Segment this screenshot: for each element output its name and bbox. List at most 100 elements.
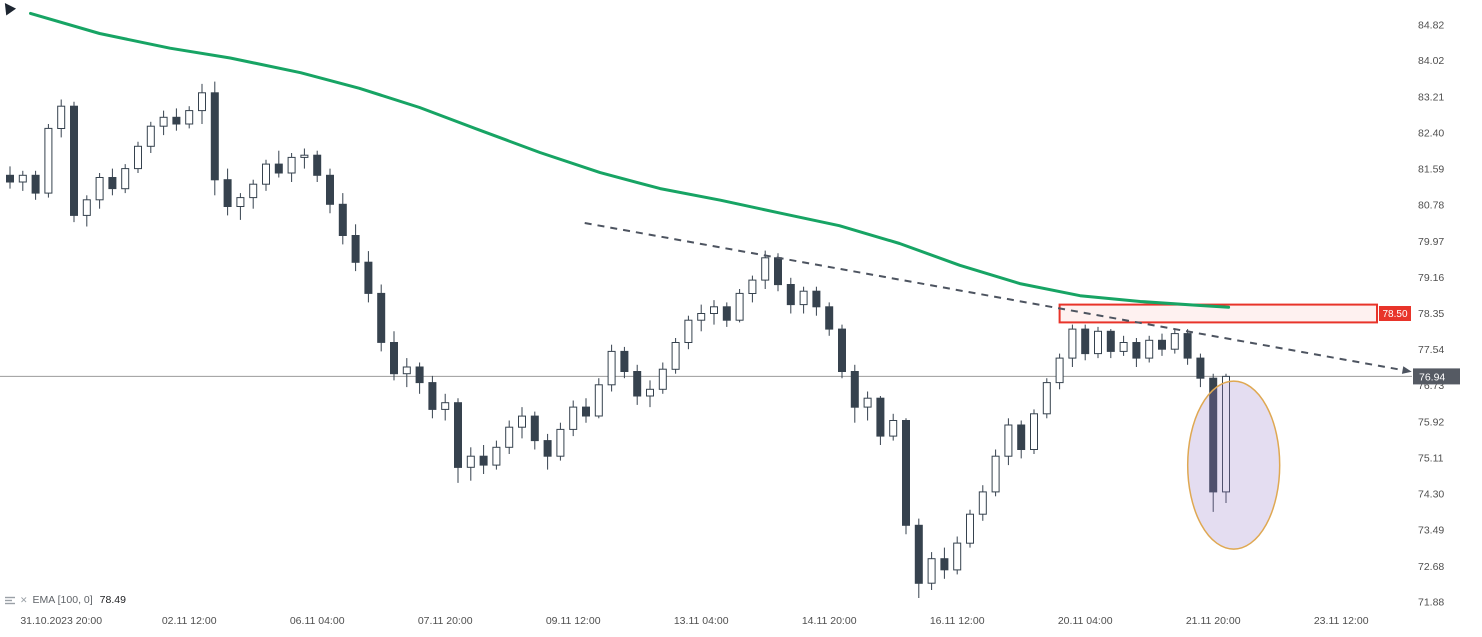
candle-body: [236, 197, 245, 208]
candle-body: [658, 368, 667, 390]
candle-body: [185, 110, 194, 125]
candle-body: [876, 397, 885, 437]
trendline[interactable]: [584, 222, 1408, 372]
candle-body: [454, 402, 462, 468]
candle-body: [1042, 382, 1051, 415]
candle-body: [338, 203, 347, 237]
candle-body: [1004, 424, 1013, 457]
indicator-legend[interactable]: ✕ EMA [100, 0] 78.49: [5, 594, 126, 606]
candle-body: [326, 174, 334, 205]
candle-body: [569, 406, 578, 430]
price-tick-label: 82.40: [1418, 127, 1444, 139]
candle-body: [684, 319, 693, 344]
candle-body: [543, 440, 552, 457]
candle-body: [159, 116, 168, 127]
candle-body: [1196, 357, 1205, 379]
candle-body: [966, 513, 974, 544]
zone-price-tag: 78.50: [1379, 306, 1411, 321]
candle-body: [44, 127, 53, 194]
candle-body: [978, 491, 987, 515]
candle-body: [825, 306, 834, 330]
candle-body: [70, 105, 78, 216]
candle-body: [582, 406, 590, 417]
price-tick-label: 79.16: [1418, 272, 1444, 284]
candle-body: [812, 290, 821, 308]
last-price-tag: 76.94: [1413, 368, 1460, 385]
time-axis[interactable]: 31.10.2023 20:00 02.11 12:00 06.11 04:00 07…: [20, 615, 1368, 627]
resistance-zone[interactable]: [1058, 303, 1378, 324]
candle-body: [914, 524, 923, 584]
candle-body: [1132, 342, 1141, 359]
candle-body: [18, 174, 27, 183]
candle-body: [786, 284, 795, 306]
price-tick-label: 75.11: [1418, 453, 1444, 465]
last-price-tag-bg: [1413, 368, 1460, 385]
candle-body: [1183, 333, 1192, 359]
candle-body: [262, 163, 270, 185]
last-price-tag-text: 76.94: [1419, 371, 1445, 383]
candle-body: [607, 350, 616, 386]
candle-body: [313, 154, 322, 176]
candle-body: [953, 542, 962, 571]
candle-body: [838, 328, 846, 373]
time-tick-label: 13.11 04:00: [674, 615, 729, 627]
candle-body: [121, 168, 130, 190]
ema-line[interactable]: [29, 11, 1231, 309]
candle-body: [1030, 413, 1038, 450]
time-tick-label: 31.10.2023 20:00: [20, 615, 102, 627]
candle-body: [377, 292, 386, 343]
candle-body: [863, 397, 872, 408]
candle-body: [1222, 375, 1230, 493]
price-axis[interactable]: 84.82 84.02 83.21 82.40 81.59 80.78 79.97 79.16…: [1418, 20, 1444, 609]
candle-body: [1017, 424, 1026, 450]
candle-body: [402, 366, 411, 375]
zone-price-tag-bg: [1379, 306, 1411, 321]
candle-body: [287, 156, 296, 174]
candle-body: [940, 558, 949, 571]
candle-body: [479, 455, 488, 466]
candle-body: [1094, 330, 1102, 355]
price-tick-label: 75.92: [1418, 416, 1444, 428]
candle-body: [761, 257, 770, 281]
candle-body: [1081, 328, 1090, 355]
candle-body: [274, 163, 283, 174]
zone-price-tag-text: 78.50: [1382, 309, 1407, 320]
candle-body: [351, 235, 360, 263]
candle-body: [594, 384, 603, 417]
candle-body: [646, 388, 654, 397]
price-tick-label: 84.02: [1418, 55, 1444, 67]
time-tick-label: 21.11 20:00: [1186, 615, 1241, 627]
candle-body: [748, 279, 757, 295]
indicator-close-icon[interactable]: ✕: [20, 595, 28, 605]
price-tick-label: 73.49: [1418, 525, 1444, 537]
candle-body: [889, 420, 898, 437]
candle-body: [774, 257, 782, 286]
time-tick-label: 14.11 20:00: [802, 615, 857, 627]
price-tick-label: 78.35: [1418, 308, 1444, 320]
candle-body: [1055, 357, 1064, 384]
candle-body: [108, 177, 117, 190]
time-tick-label: 16.11 12:00: [930, 615, 985, 627]
candle-body: [223, 179, 232, 207]
candle-body: [6, 174, 14, 183]
candle-body: [134, 145, 142, 170]
indicator-name: EMA [100, 0]: [32, 594, 93, 606]
price-tick-label: 71.88: [1418, 597, 1444, 609]
price-tick-label: 81.59: [1418, 164, 1444, 176]
candle-body: [492, 446, 501, 466]
candle-body: [697, 313, 706, 321]
price-tick-label: 83.21: [1418, 91, 1444, 103]
highlight-ellipse[interactable]: [1186, 380, 1281, 550]
candle-body: [1106, 330, 1115, 352]
indicator-settings-icon[interactable]: [5, 596, 15, 605]
candle-body: [927, 558, 936, 584]
trendline-arrowhead: [1401, 366, 1412, 374]
candle-body: [441, 402, 450, 410]
candle-body: [620, 350, 629, 372]
candle-body: [902, 420, 910, 526]
price-tick-label: 72.68: [1418, 561, 1444, 573]
candle-body: [1068, 328, 1077, 359]
indicator-value: 78.49: [99, 594, 126, 606]
candle-body: [722, 306, 731, 321]
